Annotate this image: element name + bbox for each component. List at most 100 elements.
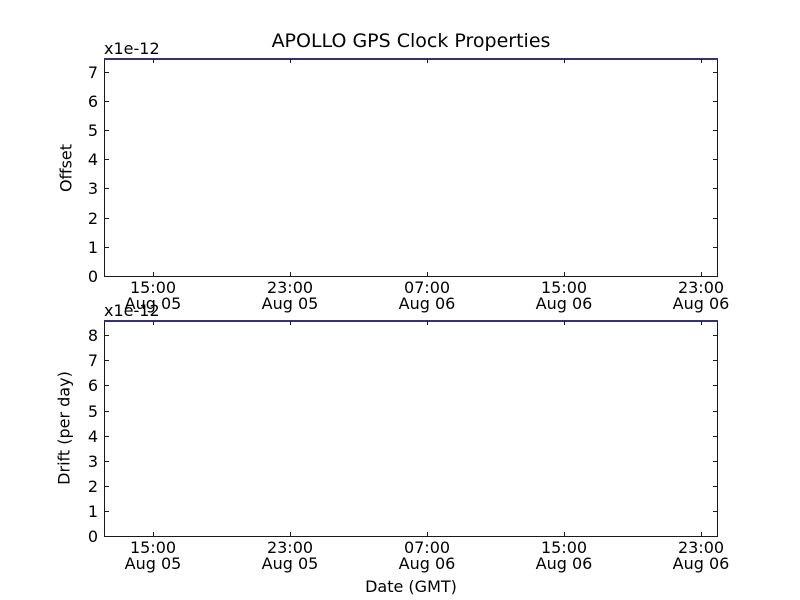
x-tick-mark bbox=[701, 272, 702, 276]
drift-scale-multiplier-label: x1e-12 bbox=[104, 301, 160, 320]
x-tick-label: 15:00 Aug 05 bbox=[108, 540, 198, 572]
y-tick-mark bbox=[713, 486, 717, 487]
y-tick-mark bbox=[713, 536, 717, 537]
x-tick-label: 07:00 Aug 06 bbox=[382, 280, 472, 312]
x-tick-mark bbox=[153, 532, 154, 536]
x-tick-date: Aug 06 bbox=[398, 554, 456, 573]
x-tick-time: 07:00 bbox=[403, 278, 451, 297]
y-tick-label: 7 bbox=[87, 63, 98, 82]
y-tick-label: 2 bbox=[87, 209, 98, 228]
x-tick-label: 15:00 Aug 06 bbox=[519, 280, 609, 312]
x-tick-time: 23:00 bbox=[266, 278, 314, 297]
x-tick-mark bbox=[427, 59, 428, 63]
x-tick-label: 23:00 Aug 06 bbox=[656, 540, 746, 572]
x-tick-mark bbox=[564, 272, 565, 276]
x-tick-mark bbox=[427, 532, 428, 536]
x-tick-mark bbox=[153, 321, 154, 325]
x-tick-label: 23:00 Aug 05 bbox=[245, 280, 335, 312]
y-tick-mark bbox=[713, 511, 717, 512]
y-tick-mark bbox=[105, 511, 109, 512]
y-tick-mark bbox=[105, 461, 109, 462]
x-tick-label: 23:00 Aug 05 bbox=[245, 540, 335, 572]
y-tick-mark bbox=[105, 247, 109, 248]
x-tick-mark bbox=[701, 532, 702, 536]
y-tick-mark bbox=[713, 385, 717, 386]
y-tick-mark bbox=[713, 159, 717, 160]
y-tick-label: 8 bbox=[87, 326, 98, 345]
y-tick-mark bbox=[713, 461, 717, 462]
x-tick-mark bbox=[427, 272, 428, 276]
y-tick-label: 6 bbox=[87, 92, 98, 111]
y-tick-label: 0 bbox=[87, 527, 98, 546]
y-tick-mark bbox=[713, 436, 717, 437]
x-tick-mark bbox=[290, 321, 291, 325]
x-tick-mark bbox=[290, 272, 291, 276]
y-tick-mark bbox=[713, 72, 717, 73]
y-tick-mark bbox=[105, 101, 109, 102]
x-tick-time: 15:00 bbox=[540, 278, 588, 297]
y-tick-label: 5 bbox=[87, 121, 98, 140]
x-tick-time: 15:00 bbox=[129, 278, 177, 297]
x-tick-time: 07:00 bbox=[403, 538, 451, 557]
drift-plot-area bbox=[104, 320, 718, 537]
y-tick-mark bbox=[713, 247, 717, 248]
x-tick-date: Aug 05 bbox=[124, 294, 182, 313]
x-tick-time: 23:00 bbox=[266, 538, 314, 557]
y-tick-label: 1 bbox=[87, 238, 98, 257]
x-tick-mark bbox=[564, 59, 565, 63]
y-tick-label: 3 bbox=[87, 452, 98, 471]
drift-data-line bbox=[104, 320, 718, 322]
x-tick-date: Aug 05 bbox=[261, 554, 319, 573]
y-tick-label: 0 bbox=[87, 267, 98, 286]
y-tick-mark bbox=[105, 188, 109, 189]
x-tick-date: Aug 05 bbox=[261, 294, 319, 313]
x-tick-label: 15:00 Aug 06 bbox=[519, 540, 609, 572]
x-tick-date: Aug 06 bbox=[672, 294, 730, 313]
y-tick-mark bbox=[105, 130, 109, 131]
x-tick-time: 23:00 bbox=[677, 538, 725, 557]
x-tick-mark bbox=[564, 321, 565, 325]
offset-plot-area bbox=[104, 58, 718, 277]
x-tick-time: 15:00 bbox=[540, 538, 588, 557]
x-tick-mark bbox=[427, 321, 428, 325]
y-tick-mark bbox=[713, 411, 717, 412]
x-tick-mark bbox=[153, 272, 154, 276]
y-tick-mark bbox=[713, 360, 717, 361]
y-tick-mark bbox=[713, 188, 717, 189]
y-tick-label: 3 bbox=[87, 179, 98, 198]
x-tick-time: 15:00 bbox=[129, 538, 177, 557]
y-tick-label: 7 bbox=[87, 351, 98, 370]
y-tick-mark bbox=[713, 130, 717, 131]
y-tick-label: 5 bbox=[87, 402, 98, 421]
y-tick-mark bbox=[105, 159, 109, 160]
x-tick-date: Aug 06 bbox=[672, 554, 730, 573]
x-tick-mark bbox=[290, 532, 291, 536]
y-tick-mark bbox=[105, 218, 109, 219]
x-tick-label: 07:00 Aug 06 bbox=[382, 540, 472, 572]
y-tick-mark bbox=[105, 276, 109, 277]
y-tick-mark bbox=[105, 536, 109, 537]
x-tick-date: Aug 06 bbox=[535, 294, 593, 313]
y-tick-mark bbox=[713, 276, 717, 277]
x-tick-date: Aug 06 bbox=[535, 554, 593, 573]
y-tick-mark bbox=[105, 486, 109, 487]
y-tick-mark bbox=[713, 218, 717, 219]
y-tick-mark bbox=[105, 385, 109, 386]
x-tick-mark bbox=[290, 59, 291, 63]
y-tick-label: 1 bbox=[87, 502, 98, 521]
offset-scale-multiplier-label: x1e-12 bbox=[104, 39, 160, 58]
x-tick-time: 23:00 bbox=[677, 278, 725, 297]
x-tick-date: Aug 05 bbox=[124, 554, 182, 573]
x-tick-label: 23:00 Aug 06 bbox=[656, 280, 746, 312]
chart-title: APOLLO GPS Clock Properties bbox=[271, 30, 551, 52]
y-tick-mark bbox=[105, 335, 109, 336]
x-tick-label: 15:00 Aug 05 bbox=[108, 280, 198, 312]
x-tick-date: Aug 06 bbox=[398, 294, 456, 313]
y-tick-label: 4 bbox=[87, 150, 98, 169]
y-tick-label: 4 bbox=[87, 427, 98, 446]
y-tick-mark bbox=[105, 411, 109, 412]
y-tick-mark bbox=[105, 72, 109, 73]
x-axis-label: Date (GMT) bbox=[365, 577, 457, 596]
y-tick-mark bbox=[713, 101, 717, 102]
